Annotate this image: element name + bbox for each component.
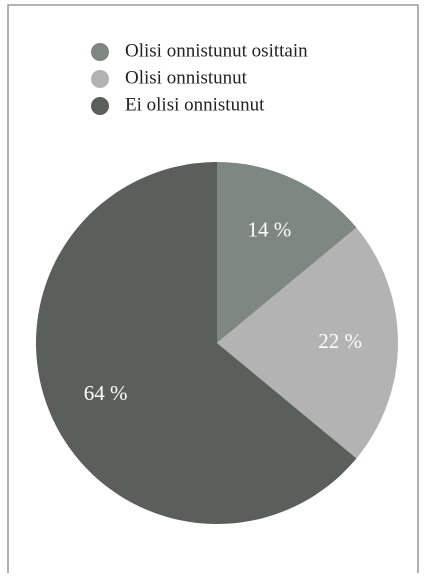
slice-label: 64 %	[84, 381, 128, 405]
legend-label: Olisi onnistunut	[125, 67, 248, 88]
slice-label: 14 %	[248, 217, 292, 241]
legend-marker	[91, 43, 109, 61]
slice-label: 22 %	[318, 329, 362, 353]
pie-slice	[35, 162, 357, 524]
legend-label: Ei olisi onnistunut	[125, 94, 265, 115]
pie-slice	[217, 227, 398, 459]
pie-slice	[217, 162, 357, 343]
legend-marker	[91, 70, 109, 88]
legend-label: Olisi onnistunut osittain	[125, 40, 308, 61]
legend-marker	[91, 97, 109, 115]
